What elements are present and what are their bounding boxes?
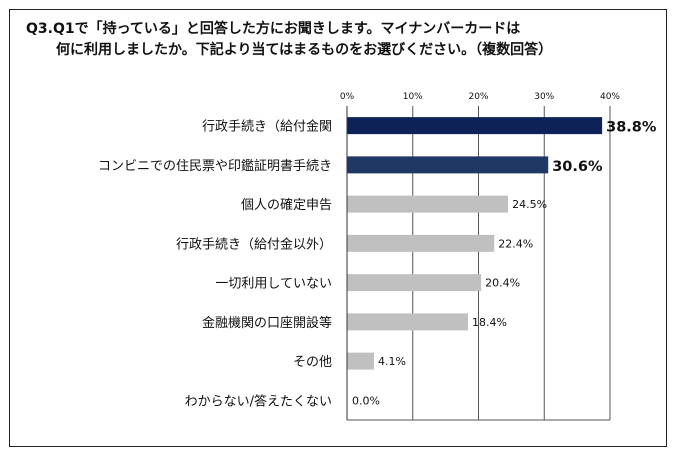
bar-5 (347, 313, 468, 331)
tick-label-30: 30% (534, 92, 554, 102)
value-label-7: 0.0% (352, 394, 380, 407)
category-labels: 行政手続き（給付金関コンビニでの住民票や印鑑証明書手続き個人の確定申告行政手続き… (98, 119, 332, 410)
x-axis-ticks: 0% 10% 20% 30% 40% (340, 92, 621, 102)
category-label-0: 行政手続き（給付金関 (202, 119, 332, 135)
category-label-2: 個人の確定申告 (241, 197, 332, 213)
value-label-2: 24.5% (512, 198, 547, 211)
value-label-6: 4.1% (378, 355, 406, 368)
chart-title-line-1: Q3.Q1で「持っている」と回答した方にお聞きします。マイナンバーカードは (26, 21, 521, 37)
bar-2 (347, 195, 509, 213)
category-label-3: 行政手続き（給付金以外） (176, 236, 332, 252)
value-label-0: 38.8% (606, 120, 657, 136)
bar-0 (347, 117, 603, 135)
tick-label-20: 20% (468, 92, 488, 102)
category-label-1: コンビニでの住民票や印鑑証明書手続き (98, 158, 332, 174)
value-labels: 38.8% 30.6% 24.5% 22.4% 20.4% 18.4% 4.1% 0.0% (352, 120, 657, 408)
bar-3 (347, 234, 495, 252)
chart-frame (9, 9, 667, 447)
bars (347, 117, 603, 370)
tick-label-0: 0% (340, 92, 355, 102)
category-label-6: その他 (293, 355, 332, 370)
grid-lines (412, 106, 611, 420)
value-label-5: 18.4% (472, 316, 507, 329)
bar-4 (347, 274, 482, 292)
value-label-3: 22.4% (498, 237, 533, 250)
bar-1 (347, 156, 549, 174)
category-label-4: 一切利用していない (215, 277, 332, 292)
bar-6 (347, 352, 374, 370)
category-label-5: 金融機関の口座開設等 (202, 315, 332, 331)
chart-title-line-2: 何に利用しましたか。下記より当てはまるものをお選びください。（複数回答） (56, 42, 553, 58)
category-label-7: わからない/答えたくない (185, 393, 332, 409)
tick-label-10: 10% (403, 92, 423, 102)
value-label-1: 30.6% (552, 159, 603, 175)
chart-title: Q3.Q1で「持っている」と回答した方にお聞きします。マイナンバーカードは 何に… (26, 19, 666, 61)
value-label-4: 20.4% (485, 277, 520, 290)
tick-label-40: 40% (600, 92, 620, 102)
